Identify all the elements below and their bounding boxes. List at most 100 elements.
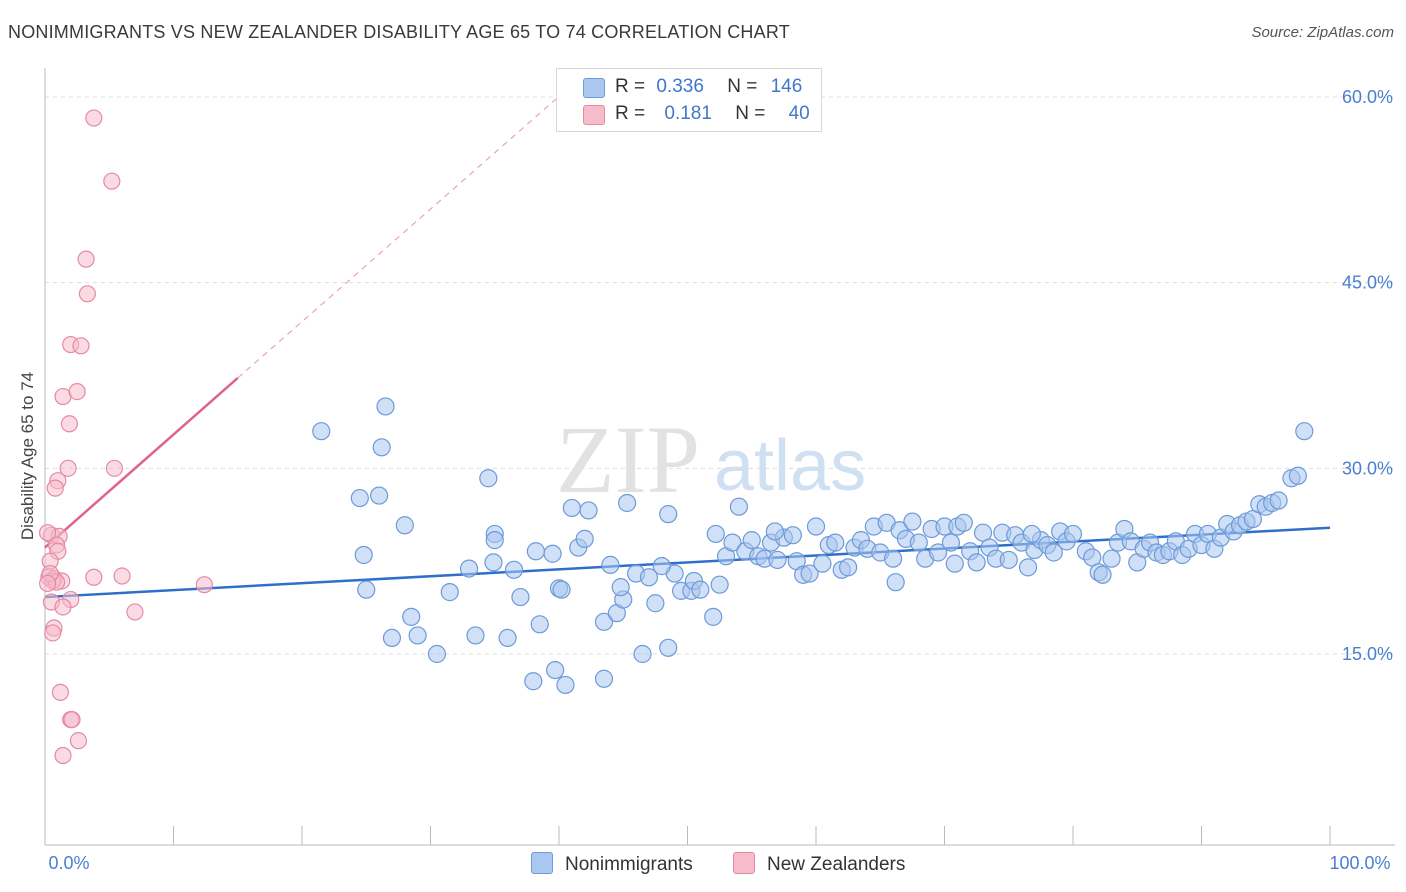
x-tick-label-min: 0.0% [48,853,89,873]
nonimmigrants-point [886,573,905,592]
nonimmigrants-point [652,557,671,576]
y-tick-label: 60.0% [1342,87,1393,107]
nonimmigrants-point [552,580,571,599]
nonimmigrants-point [883,549,903,568]
nonimmigrants-point [546,660,565,680]
nonimmigrants-point [376,397,395,416]
nonimmigrants-point [466,626,485,645]
nonimmigrants-point [526,542,545,561]
nonimmigrants-point [659,505,678,524]
watermark-atlas: atlas [714,426,866,506]
new-zealanders-point [85,568,103,586]
nonimmigrants-point [723,533,742,552]
nonimmigrants-point [562,498,581,518]
new-zealanders-point [77,250,95,268]
nonimmigrants-point [611,578,630,597]
nonimmigrants-point [579,501,598,520]
nonimmigrants-point [768,550,787,570]
new-zealanders-point [38,524,57,542]
nonimmigrants-point [402,607,421,626]
nonimmigrants-point [742,531,761,550]
legend-n-label: N = [727,76,758,97]
legend-r-value: 0.181 [664,103,712,124]
new-zealanders-point [113,567,131,585]
nonimmigrants-point [504,560,524,579]
nonimmigrants-point [765,522,784,541]
legend-n-value: 40 [788,103,810,124]
bottom-legend-nonimmigrants: Nonimmigrants [531,852,693,876]
nonimmigrants-point [312,422,331,441]
nonimmigrants-point [543,544,562,563]
nonimmigrants-point [1093,565,1112,584]
bottom-legend-swatch-blue [531,852,553,874]
nonimmigrants-point [484,553,503,572]
nonimmigrants-point [1269,491,1288,510]
nonimmigrants-point [729,497,749,516]
nonimmigrants-point [485,531,504,550]
legend-r-label: R = [615,76,646,97]
new-zealanders-point [69,732,88,750]
y-tick-label: 30.0% [1342,458,1393,478]
x-tick-label-max: 100.0% [1329,853,1390,873]
nonimmigrants-point [783,526,802,545]
nonimmigrants-point [839,558,858,577]
points-layer [38,109,1314,765]
new-zealanders-point [59,459,77,477]
nonimmigrants-point [594,612,614,631]
nonimmigrants-point [524,672,543,691]
new-zealanders-trend-line [44,377,239,549]
new-zealanders-point [54,746,72,765]
bottom-legend-label: New Zealanders [767,854,906,875]
nonimmigrants-point [928,543,948,562]
nonimmigrants-point [357,580,376,599]
bottom-legend-swatch-pink [733,852,755,874]
new-zealanders-point [63,711,81,729]
nonimmigrants-point [967,553,986,572]
nonimmigrants-point [601,555,620,574]
bottom-legend-new-zealanders: New Zealanders [733,852,905,876]
source-credit: Source: ZipAtlas.com [1251,24,1394,41]
new-zealanders-point [103,172,121,190]
nonimmigrants-point [530,615,549,634]
nonimmigrants-point [1044,543,1063,562]
nonimmigrants-point [646,594,665,613]
nonimmigrants-point [800,564,819,583]
new-zealanders-point [78,285,97,303]
nonimmigrants-point [1063,524,1083,544]
new-zealanders-point [72,337,90,355]
correlation-legend: R = 0.336 N = 146 R = 0.181 N = 40 [556,68,822,132]
new-zealanders-point [105,459,123,477]
legend-text-new-zealanders: R = 0.181 N = 40 [615,103,810,125]
axes: 15.0% 30.0% 45.0% 60.0% 0.0% 100.0% [44,68,1395,873]
new-zealanders-trend-extension [237,90,566,379]
nonimmigrants-point [909,533,928,552]
nonimmigrants-point [813,554,832,573]
nonimmigrants-point [459,559,479,578]
nonimmigrants-point [806,517,826,536]
nonimmigrants-point [1022,524,1041,544]
nonimmigrants-point [370,486,389,505]
nonimmigrants-point [354,545,373,565]
new-zealanders-point [54,598,72,616]
nonimmigrants-point [1102,549,1121,568]
nonimmigrants-point [350,488,369,508]
nonimmigrants-point [479,469,498,488]
nonimmigrants-point [639,568,659,587]
new-zealanders-point [38,574,57,593]
bottom-legend-label: Nonimmigrants [565,854,693,875]
nonimmigrants-point [999,550,1018,570]
nonimmigrants-point [941,533,961,552]
nonimmigrants-point [633,644,652,664]
nonimmigrants-point [511,587,530,607]
new-zealanders-point [46,479,64,497]
nonimmigrants-point [704,607,723,626]
nonimmigrants-point [710,575,729,594]
nonimmigrants-point [382,628,402,648]
nonimmigrants-point [372,438,391,457]
legend-swatch-pink [583,105,605,125]
grid-layer [45,96,1395,655]
nonimmigrants-point [427,644,447,664]
new-zealanders-point [51,683,70,701]
nonimmigrants-point [575,529,594,548]
nonimmigrants-point [691,580,710,599]
